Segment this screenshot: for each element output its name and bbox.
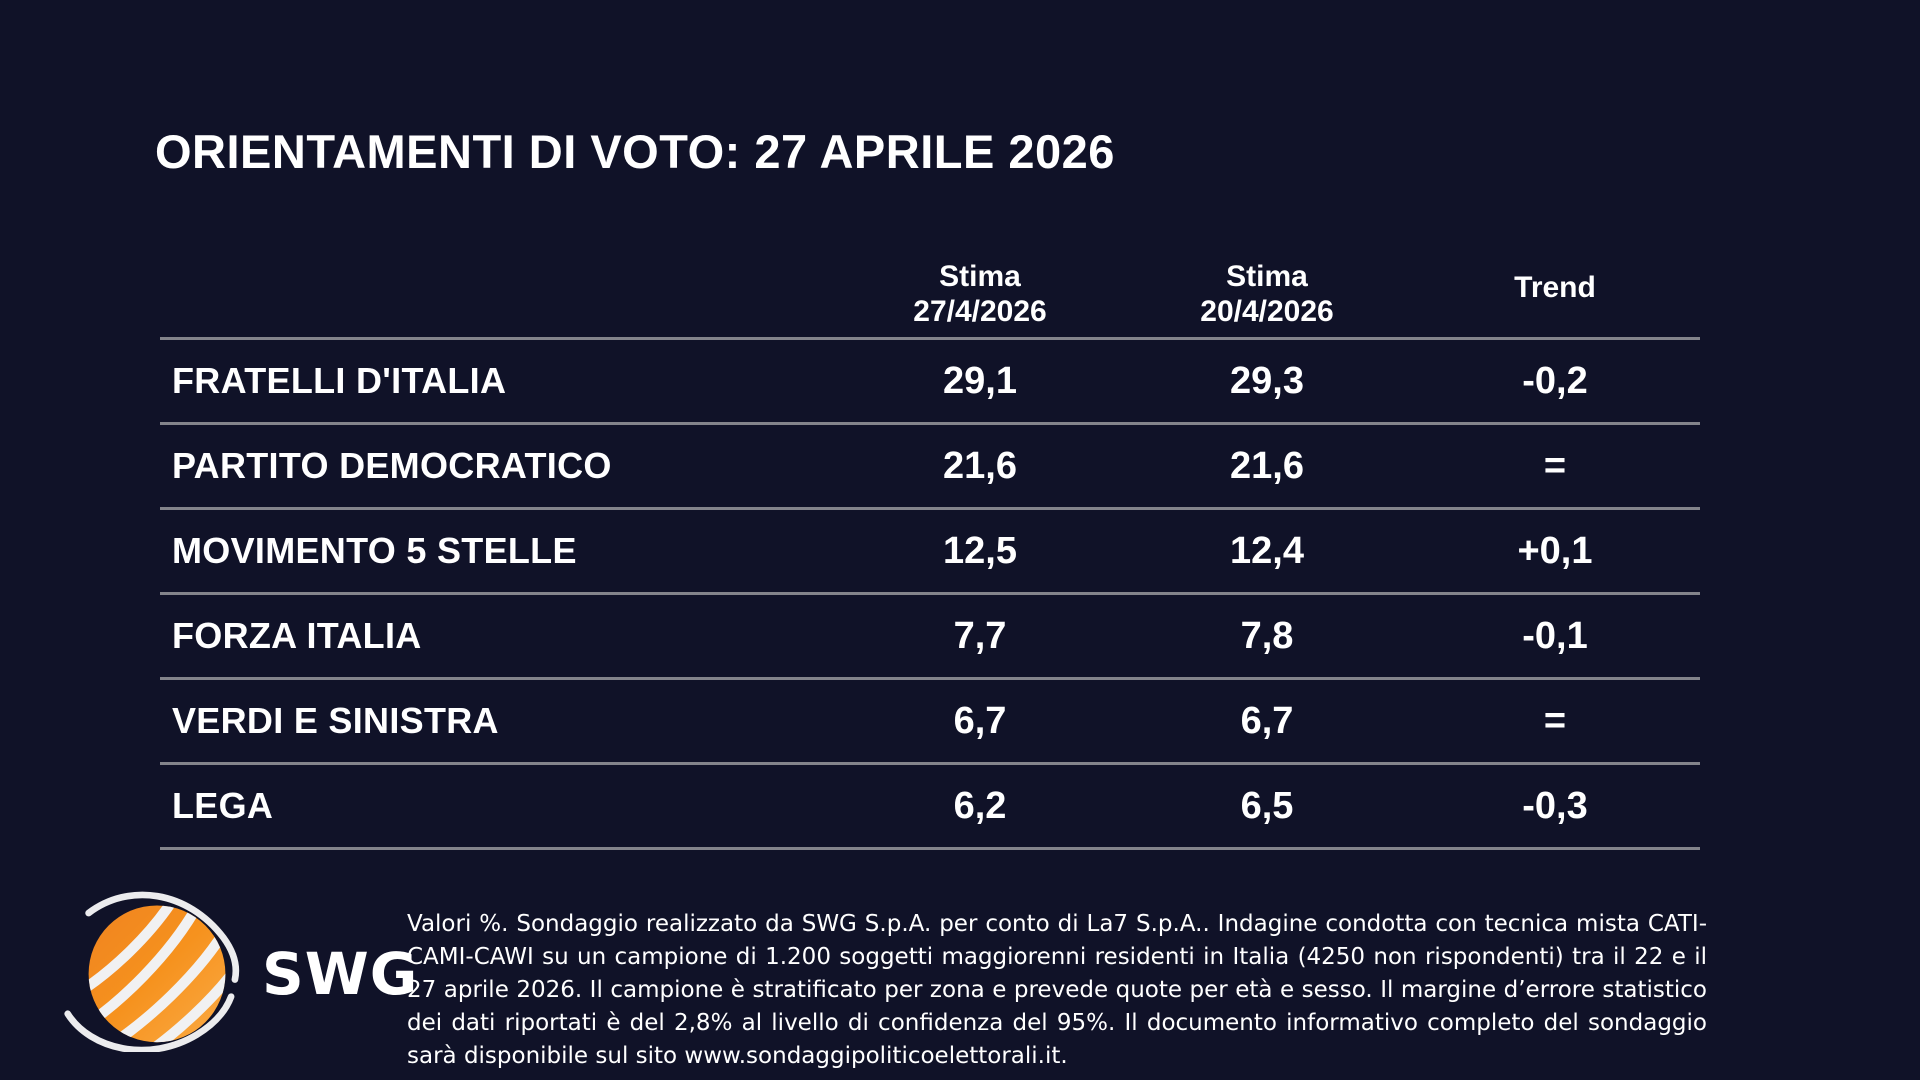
header-party xyxy=(160,329,836,337)
page-title: ORIENTAMENTI DI VOTO: 27 APRILE 2026 xyxy=(155,125,1115,178)
stima-current-value: 29,1 xyxy=(943,359,1017,402)
trend-value: -0,2 xyxy=(1522,359,1588,402)
methodology-disclaimer: Valori %. Sondaggio realizzato da SWG S.… xyxy=(407,911,1707,1069)
stima-current-value: 6,7 xyxy=(953,699,1007,742)
stima-previous-value: 21,6 xyxy=(1230,444,1304,487)
table-row: PARTITO DEMOCRATICO 21,6 21,6 = xyxy=(160,425,1700,510)
stima-previous-value: 29,3 xyxy=(1230,359,1304,402)
trend-value: -0,3 xyxy=(1522,784,1588,827)
swg-globe-icon xyxy=(62,890,252,1057)
header-trend: Trend xyxy=(1514,271,1596,304)
stima-previous-value: 7,8 xyxy=(1240,614,1294,657)
header-stima-current-label: Stima xyxy=(939,260,1021,293)
stima-current-value: 21,6 xyxy=(943,444,1017,487)
trend-value: = xyxy=(1543,444,1567,487)
table-row: MOVIMENTO 5 STELLE 12,5 12,4 +0,1 xyxy=(160,510,1700,595)
header-stima-previous-label: Stima xyxy=(1226,260,1308,293)
party-name: VERDI E SINISTRA xyxy=(172,700,499,741)
table-row: FORZA ITALIA 7,7 7,8 -0,1 xyxy=(160,595,1700,680)
stima-previous-value: 6,7 xyxy=(1240,699,1294,742)
table-row: FRATELLI D'ITALIA 29,1 29,3 -0,2 xyxy=(160,340,1700,425)
stima-current-value: 7,7 xyxy=(953,614,1007,657)
party-name: PARTITO DEMOCRATICO xyxy=(172,445,612,486)
table-header-row: Stima 27/4/2026 Stima 20/4/2026 Trend xyxy=(160,245,1700,340)
trend-value: = xyxy=(1543,699,1567,742)
trend-value: +0,1 xyxy=(1517,529,1593,572)
poll-table: Stima 27/4/2026 Stima 20/4/2026 Trend FR… xyxy=(160,245,1700,850)
header-stima-previous: Stima 20/4/2026 xyxy=(1124,259,1410,337)
swg-logo: SWG xyxy=(62,890,418,1057)
trend-value: -0,1 xyxy=(1522,614,1588,657)
party-name: FRATELLI D'ITALIA xyxy=(172,360,507,401)
party-name: LEGA xyxy=(172,785,274,826)
party-name: FORZA ITALIA xyxy=(172,615,422,656)
table-row: VERDI E SINISTRA 6,7 6,7 = xyxy=(160,680,1700,765)
header-stima-current-date: 27/4/2026 xyxy=(913,295,1047,328)
header-stima-previous-date: 20/4/2026 xyxy=(1200,295,1334,328)
swg-wordmark: SWG xyxy=(262,939,419,1008)
table-row: LEGA 6,2 6,5 -0,3 xyxy=(160,765,1700,850)
stima-previous-value: 12,4 xyxy=(1230,529,1304,572)
stima-current-value: 6,2 xyxy=(953,784,1007,827)
party-name: MOVIMENTO 5 STELLE xyxy=(172,530,577,571)
header-stima-current: Stima 27/4/2026 xyxy=(836,259,1124,337)
stima-current-value: 12,5 xyxy=(943,529,1017,572)
stima-previous-value: 6,5 xyxy=(1240,784,1294,827)
